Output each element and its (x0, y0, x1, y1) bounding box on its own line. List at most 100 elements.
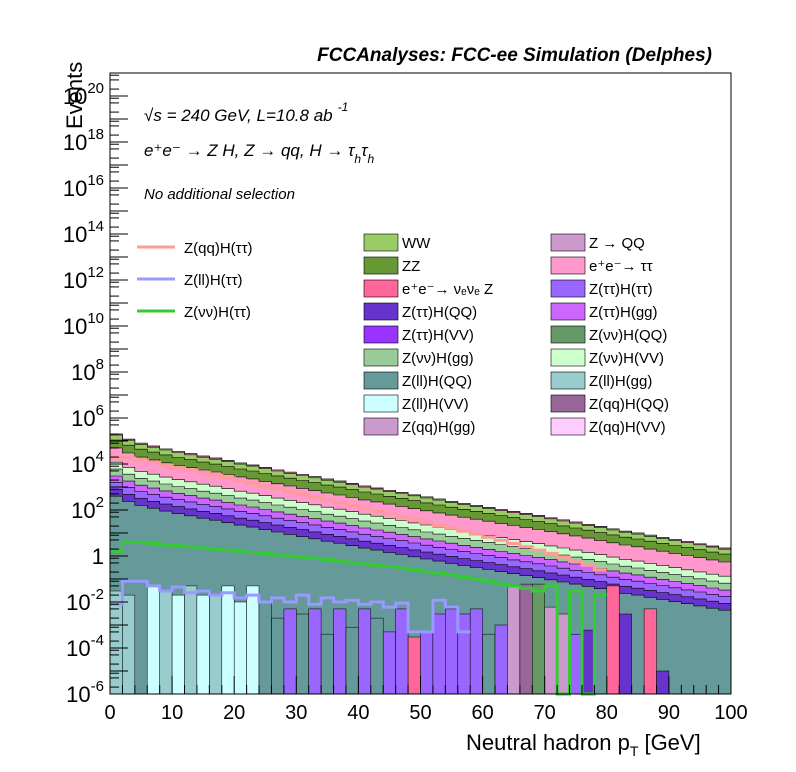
legend-background-swatch (550, 417, 586, 436)
legend-background-swatch (363, 256, 399, 275)
chart-title: FCCAnalyses: FCC-ee Simulation (Delphes) (317, 45, 712, 66)
x-tick-label: 30 (285, 702, 307, 724)
y-tick-label: 108 (71, 356, 104, 385)
background-bin (196, 594, 210, 695)
x-tick-label: 60 (471, 702, 493, 724)
background-bin (296, 613, 309, 695)
legend-background-label: Z(νν)H(gg) (402, 350, 474, 367)
legend-background-label: Z(νν)H(VV) (589, 350, 664, 367)
y-tick-label: 106 (71, 402, 104, 431)
x-tick-label: 50 (409, 702, 431, 724)
x-tick-label: 20 (223, 702, 245, 724)
background-bin (569, 633, 583, 695)
legend-signal-label: Z(νν)H(ττ) (184, 304, 251, 321)
background-bin (445, 608, 458, 695)
background-bin (618, 613, 632, 695)
background-bin (643, 608, 657, 695)
background-bin (457, 613, 471, 695)
legend-background-swatch (550, 348, 586, 367)
background-bin (258, 601, 272, 695)
signal-lines (110, 455, 607, 696)
signal-legend: Z(qq)H(ττ) Z(ll)H(ττ) Z(νν)H(ττ) (137, 240, 253, 321)
background-bin (209, 594, 223, 695)
legend-background-swatch (363, 325, 399, 344)
y-tick-label: 10-2 (66, 586, 104, 615)
x-tick-label: 100 (714, 702, 747, 724)
background-bin (519, 583, 533, 695)
legend-background-label: Z(ττ)H(VV) (402, 327, 474, 344)
legend-background-label: Z(qq)H(VV) (589, 419, 666, 436)
background-bin (432, 613, 446, 695)
y-tick-label: 1020 (63, 80, 104, 109)
background-bin (544, 606, 558, 695)
signal-line-0 (110, 455, 607, 572)
background-bin (308, 608, 322, 695)
background-bin (469, 608, 483, 695)
x-tick-label: 80 (596, 702, 618, 724)
x-axis: 0 10 20 30 40 50 60 70 80 90 100 (104, 676, 748, 724)
background-bin (581, 629, 595, 695)
legend-background-swatch (550, 371, 586, 390)
legend-background-swatch (363, 302, 399, 321)
background-bin (494, 624, 508, 695)
legend-background-label: Z(ll)H(VV) (402, 396, 469, 413)
background-bin (283, 608, 297, 695)
y-tick-label: 1016 (63, 172, 104, 201)
legend-background-swatch (550, 279, 586, 298)
background-bin (171, 594, 185, 695)
background-bin (246, 585, 260, 695)
legend-background-label: WW (402, 235, 431, 252)
legend-background-swatch (550, 233, 586, 252)
legend-background-swatch (363, 371, 399, 390)
background-bin (407, 636, 421, 695)
background-bin (556, 613, 570, 695)
legend-background-swatch (550, 394, 586, 413)
legend-background-label: Z(ll)H(gg) (589, 373, 652, 390)
legend-signal-label: Z(ll)H(ττ) (184, 272, 243, 289)
x-axis-label: Neutral hadron pT [GeV] (466, 730, 701, 759)
selection-annotation: No additional selection (144, 186, 295, 203)
legend-background-label: Z(ττ)H(QQ) (402, 304, 477, 321)
background-bin (122, 594, 136, 695)
legend-background-swatch (363, 417, 399, 436)
signal-line-1 (110, 579, 471, 634)
background-bin (370, 617, 384, 695)
legend-background-swatch (363, 348, 399, 367)
x-tick-label: 70 (534, 702, 556, 724)
y-axis: 10-6 10-4 10-2 1 102 104 106 108 1010 1012 1014 101… (63, 72, 128, 707)
signal-line-2 (110, 540, 607, 696)
y-tick-label: 10-6 (66, 678, 104, 707)
background-bin (333, 608, 347, 695)
background-bin (221, 585, 235, 695)
legend-background-swatch (363, 279, 399, 298)
legend-background-swatch (363, 394, 399, 413)
x-tick-label: 10 (161, 702, 183, 724)
y-axis-label: Events (62, 62, 87, 129)
y-tick-label: 1014 (63, 218, 104, 247)
x-tick-label: 40 (347, 702, 369, 724)
x-tick-label: 90 (658, 702, 680, 724)
y-tick-label: 10-4 (66, 632, 104, 661)
background-bin (482, 633, 496, 695)
background-bin (184, 585, 198, 695)
y-tick-label: 104 (71, 448, 104, 477)
legend-background-label: Z → QQ (589, 235, 645, 252)
energy-annotation: √s = 240 GeV, L=10.8 ab -1 (144, 100, 348, 125)
legend-background-label: e⁺e⁻→ ττ (589, 258, 653, 275)
y-tick-label: 1018 (63, 126, 104, 155)
legend-background-label: Z(ττ)H(gg) (589, 304, 658, 321)
process-annotation: e⁺e⁻ → Z H, Z → qq, H → τhτh (144, 141, 374, 166)
background-bin (420, 631, 434, 695)
legend-background-label: Z(qq)H(QQ) (589, 396, 669, 413)
y-tick-label: 1010 (63, 310, 104, 339)
legend-signal-label: Z(qq)H(ττ) (184, 240, 253, 257)
background-bin (507, 585, 521, 695)
background-bin (147, 585, 160, 695)
legend-background-label: ZZ (402, 258, 420, 275)
legend-background-swatch (550, 302, 586, 321)
y-tick-label: 102 (71, 494, 104, 523)
legend-background-swatch (363, 233, 399, 252)
legend-background-label: Z(ll)H(QQ) (402, 373, 472, 390)
y-tick-label: 1 (92, 544, 104, 569)
